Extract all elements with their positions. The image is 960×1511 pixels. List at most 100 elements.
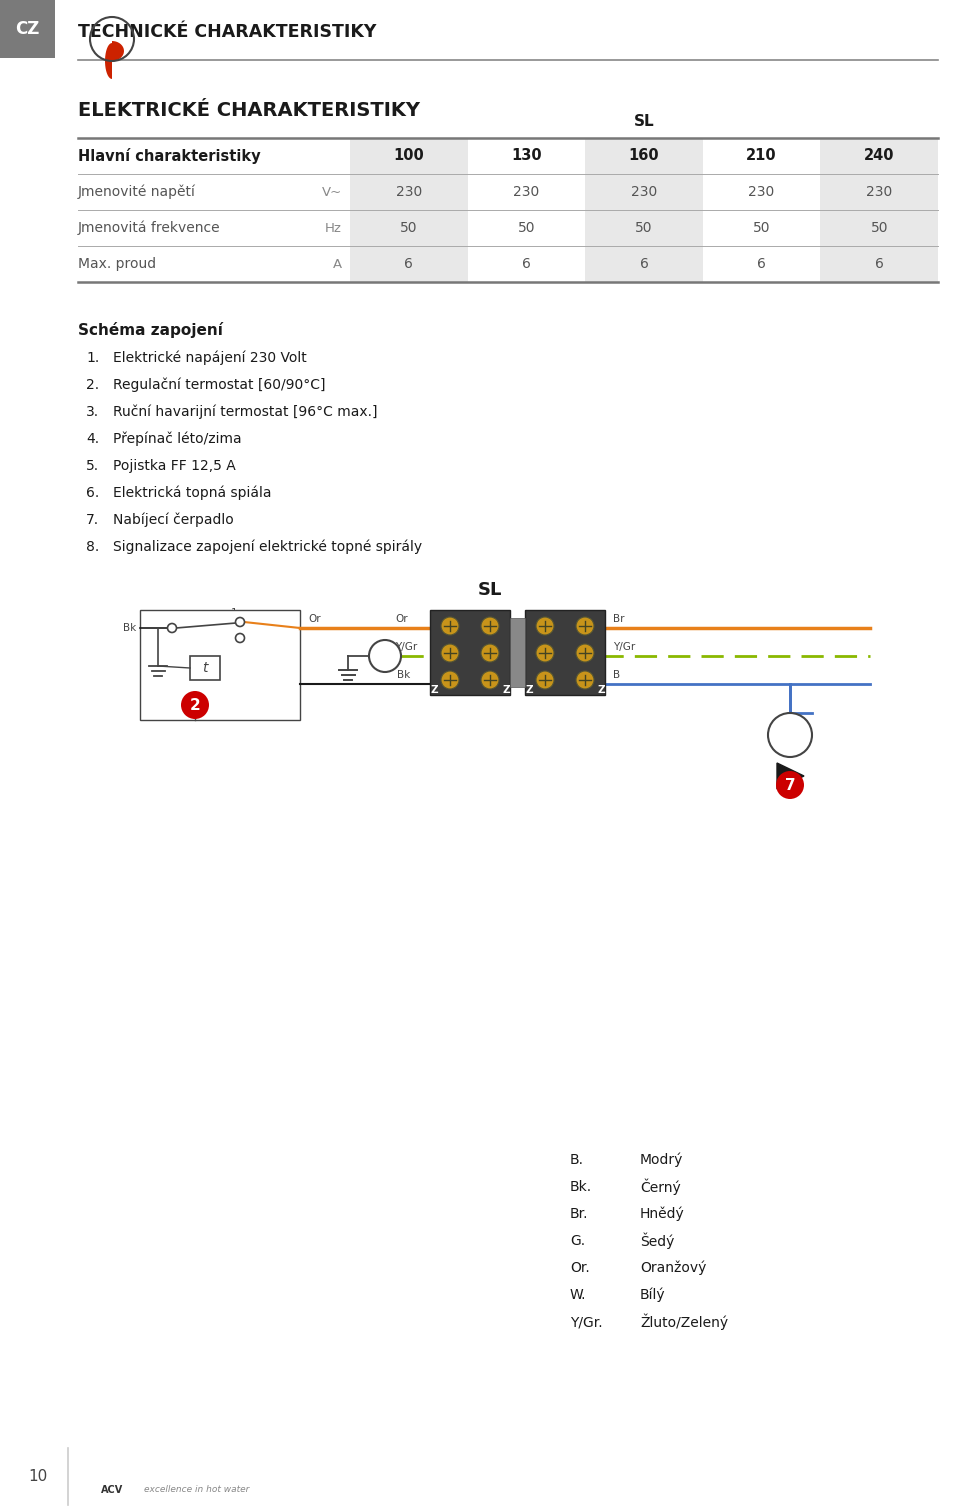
Circle shape	[768, 713, 812, 757]
Text: excellence in hot water: excellence in hot water	[144, 1485, 250, 1494]
Circle shape	[481, 616, 499, 635]
Text: CZ: CZ	[14, 20, 39, 38]
Text: 50: 50	[517, 221, 535, 236]
Text: Z: Z	[525, 684, 533, 695]
Text: Bílý: Bílý	[640, 1287, 665, 1302]
Circle shape	[536, 616, 554, 635]
Text: Y/Gr: Y/Gr	[395, 642, 418, 653]
Text: 6.: 6.	[86, 487, 99, 500]
Bar	[190, 656, 220, 680]
Bar	[510, 618, 525, 688]
Text: 2: 2	[190, 698, 201, 713]
Text: 100: 100	[394, 148, 424, 163]
Text: Regulační termostat [60/90°C]: Regulační termostat [60/90°C]	[113, 378, 325, 393]
Text: Hlavní charakteristiky: Hlavní charakteristiky	[78, 148, 260, 165]
Text: Oranžový: Oranžový	[640, 1260, 707, 1275]
Circle shape	[481, 644, 499, 662]
Text: SL: SL	[478, 582, 502, 598]
Text: Or: Or	[395, 613, 408, 624]
Text: Or: Or	[308, 613, 321, 624]
Text: Br: Br	[613, 613, 625, 624]
Bar	[140, 610, 300, 721]
Text: Nabíjecí čerpadlo: Nabíjecí čerpadlo	[113, 512, 233, 527]
Circle shape	[369, 641, 401, 672]
Text: 50: 50	[636, 221, 653, 236]
Text: 6: 6	[757, 257, 766, 270]
Circle shape	[441, 644, 459, 662]
Text: Žluto/Zelený: Žluto/Zelený	[640, 1313, 728, 1330]
Text: 230: 230	[631, 184, 658, 199]
Text: 6: 6	[875, 257, 883, 270]
Text: Šedý: Šedý	[640, 1233, 674, 1250]
Text: Bk.: Bk.	[570, 1180, 592, 1194]
Text: Or.: Or.	[570, 1262, 589, 1275]
Text: C: C	[162, 613, 170, 623]
Text: 10: 10	[29, 1469, 48, 1484]
Text: 7.: 7.	[86, 514, 99, 527]
Text: B: B	[613, 669, 620, 680]
Text: 2: 2	[244, 642, 251, 653]
Bar	[525, 610, 605, 695]
Bar	[821, 138, 938, 283]
Text: Jmenovitá frekvence: Jmenovitá frekvence	[78, 221, 221, 236]
Text: Modrý: Modrý	[640, 1153, 684, 1168]
Text: 5.: 5.	[86, 459, 99, 473]
Circle shape	[481, 671, 499, 689]
Text: 50: 50	[400, 221, 418, 236]
Circle shape	[536, 644, 554, 662]
Text: Z: Z	[430, 684, 438, 695]
Text: Elektrická topná spiála: Elektrická topná spiála	[113, 485, 272, 500]
Circle shape	[576, 644, 594, 662]
Text: G.: G.	[570, 1234, 586, 1248]
Bar	[430, 610, 510, 695]
Text: A: A	[333, 257, 342, 270]
Text: 7: 7	[784, 778, 795, 792]
Text: Max. proud: Max. proud	[78, 257, 156, 270]
Text: 210: 210	[746, 148, 777, 163]
Text: Schéma zapojení: Schéma zapojení	[78, 322, 223, 338]
Circle shape	[235, 618, 245, 627]
Text: t: t	[203, 660, 207, 675]
Text: Y/Gr: Y/Gr	[613, 642, 636, 653]
Circle shape	[776, 771, 804, 799]
Circle shape	[576, 616, 594, 635]
Bar	[586, 138, 703, 283]
Text: Or: Or	[248, 616, 260, 627]
Text: Černý: Černý	[640, 1179, 681, 1195]
Polygon shape	[105, 41, 124, 79]
Text: Y/Gr.: Y/Gr.	[570, 1315, 603, 1330]
Text: 6: 6	[522, 257, 531, 270]
Text: Přepínač léto/zima: Přepínač léto/zima	[113, 432, 242, 446]
Text: Elektrické napájení 230 Volt: Elektrické napájení 230 Volt	[113, 351, 307, 366]
Text: 230: 230	[396, 184, 422, 199]
Text: 230: 230	[514, 184, 540, 199]
Text: 6: 6	[404, 257, 413, 270]
Text: Ruční havarijní termostat [96°C max.]: Ruční havarijní termostat [96°C max.]	[113, 405, 377, 419]
Text: 230: 230	[749, 184, 775, 199]
Text: Hnědý: Hnědý	[640, 1207, 684, 1221]
Bar	[0, 0, 55, 57]
Circle shape	[235, 633, 245, 642]
Text: 3.: 3.	[86, 405, 99, 419]
Text: Bk: Bk	[397, 669, 410, 680]
Text: 8.: 8.	[86, 539, 99, 555]
Text: Z: Z	[502, 684, 510, 695]
Polygon shape	[777, 763, 804, 789]
Text: ELEKTRICKÉ CHARAKTERISTIKY: ELEKTRICKÉ CHARAKTERISTIKY	[78, 101, 420, 119]
Text: 1.: 1.	[86, 351, 99, 366]
Circle shape	[576, 671, 594, 689]
Text: Br.: Br.	[570, 1207, 588, 1221]
Text: V~: V~	[322, 186, 342, 198]
Text: SL: SL	[634, 115, 655, 130]
Text: Bk: Bk	[123, 623, 136, 633]
Text: B.: B.	[570, 1153, 584, 1166]
Circle shape	[167, 624, 177, 633]
Text: Hz: Hz	[325, 222, 342, 234]
Text: 50: 50	[753, 221, 770, 236]
Text: W.: W.	[570, 1287, 587, 1302]
Text: Signalizace zapojení elektrické topné spirály: Signalizace zapojení elektrické topné sp…	[113, 539, 422, 555]
Text: 240: 240	[864, 148, 895, 163]
Circle shape	[441, 616, 459, 635]
Text: Z: Z	[597, 684, 605, 695]
Text: ACV: ACV	[101, 1485, 123, 1494]
